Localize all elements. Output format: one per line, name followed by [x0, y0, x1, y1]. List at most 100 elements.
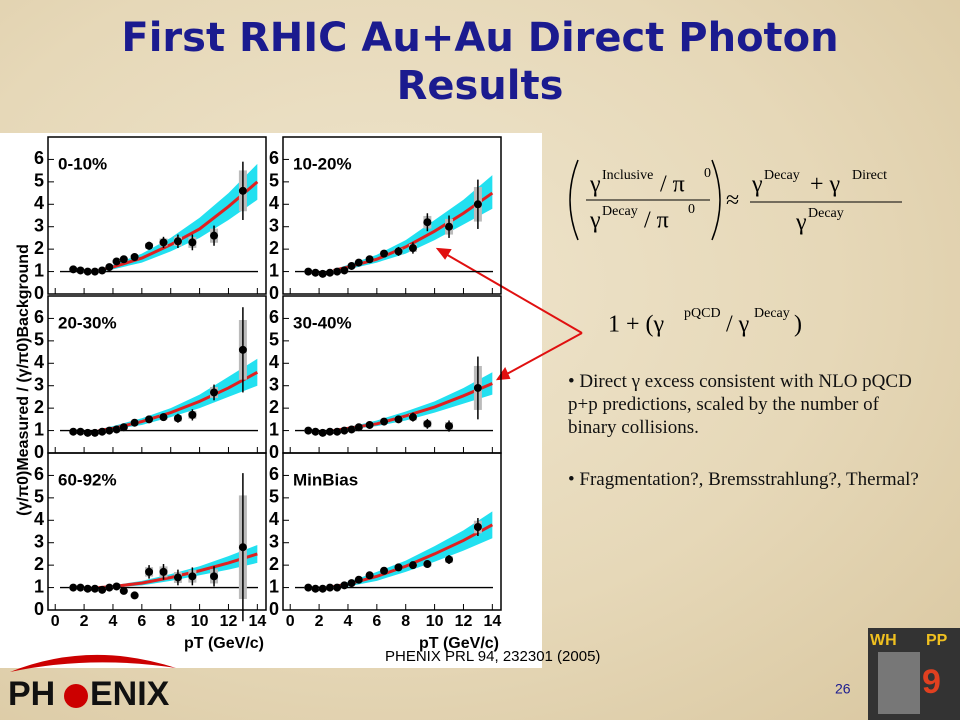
y-tick-label: 1 — [34, 419, 44, 439]
panel-label: MinBias — [293, 470, 358, 489]
y-tick-label: 5 — [34, 171, 44, 191]
panel-frame — [47, 452, 267, 611]
logo-emblem — [64, 684, 88, 708]
data-point — [76, 427, 85, 436]
x-axis-label: pT (GeV/c) — [419, 635, 499, 652]
data-point — [90, 267, 99, 276]
y-tick-label: 3 — [34, 215, 44, 235]
data-point — [473, 200, 482, 209]
data-point — [473, 523, 482, 532]
data-point — [98, 585, 107, 594]
data-point — [238, 186, 247, 195]
logo-left: PH ENIX — [8, 654, 176, 713]
y-tick-label: 2 — [34, 238, 44, 258]
y-tick-label: 5 — [269, 487, 279, 507]
y-tick-label: 0 — [269, 599, 279, 619]
x-tick-label: 12 — [455, 613, 473, 630]
data-point — [159, 567, 168, 576]
eq-symbol: γ — [795, 210, 807, 236]
x-tick-label: 14 — [248, 613, 266, 630]
data-point — [210, 388, 219, 397]
data-point — [445, 422, 454, 431]
eq-symbol: γ — [589, 208, 601, 234]
y-tick-label: 0 — [269, 283, 279, 303]
data-point — [173, 237, 182, 246]
x-tick-label: 4 — [344, 613, 353, 630]
panel-label: 30-40% — [293, 313, 352, 332]
panel: 0 12 345 6 0-10% — [34, 136, 267, 303]
theory-band — [333, 175, 493, 272]
eq-sup: Decay — [808, 206, 844, 221]
bracket — [711, 159, 721, 241]
data-point — [159, 413, 168, 422]
y-tick-label: 6 — [269, 148, 279, 168]
y-tick-label: 4 — [269, 509, 279, 529]
x-tick-label: 14 — [483, 613, 501, 630]
y-tick-label: 0 — [34, 599, 44, 619]
data-point — [130, 418, 139, 427]
x-tick-label: 10 — [191, 613, 209, 630]
x-tick-label: 6 — [372, 613, 381, 630]
data-point — [365, 420, 374, 429]
data-point — [325, 427, 334, 436]
data-point — [210, 231, 219, 240]
x-tick-label: 2 — [315, 613, 324, 630]
data-point — [173, 414, 182, 423]
data-point — [408, 413, 417, 422]
y-tick-label: 2 — [269, 554, 279, 574]
slide-title: First RHIC Au+Au Direct Photon Results — [121, 15, 839, 109]
theory-band — [98, 544, 258, 589]
y-tick-label: 6 — [34, 307, 44, 327]
x-tick-label: 8 — [401, 613, 410, 630]
x-tick-label: 0 — [286, 613, 295, 630]
x-tick-label: 8 — [166, 613, 175, 630]
eq-symbol: / γ — [726, 312, 750, 338]
panel: 0 12 345 6 10-20% — [269, 136, 502, 303]
x-tick-label: 10 — [426, 613, 444, 630]
logo-text: PH — [8, 675, 55, 713]
data-point — [380, 417, 389, 426]
equation-2: 1 + (γ pQCD / γ Decay ) — [608, 306, 802, 337]
data-point — [238, 543, 247, 552]
y-tick-label: 3 — [269, 215, 279, 235]
data-point — [112, 425, 121, 434]
y-tick-label: 4 — [34, 509, 44, 529]
y-tick-label: 2 — [34, 554, 44, 574]
data-point — [119, 255, 128, 264]
data-point — [318, 428, 327, 437]
data-point — [318, 269, 327, 278]
x-axis-label: pT (GeV/c) — [184, 635, 264, 652]
y-tick-label: 1 — [269, 419, 279, 439]
arrows — [435, 247, 583, 381]
eq-sup: 0 — [688, 202, 695, 217]
x-tick-label: 4 — [109, 613, 118, 630]
data-point — [304, 583, 313, 592]
arrow — [504, 332, 583, 376]
y-tick-label: 3 — [34, 374, 44, 394]
data-point — [408, 561, 417, 570]
page-number: 26 — [835, 681, 851, 697]
data-point — [69, 265, 78, 274]
y-tick-label: 1 — [34, 260, 44, 280]
data-point — [90, 428, 99, 437]
bracket — [569, 159, 579, 241]
logo-right: WH PP 9 — [868, 628, 960, 720]
data-point — [347, 261, 356, 270]
data-point — [423, 419, 432, 428]
y-axis-label: (γ/π0)Measured / (γ/π0)Background — [15, 244, 32, 516]
data-point — [380, 566, 389, 575]
panel-label: 20-30% — [58, 313, 117, 332]
data-point — [83, 267, 92, 276]
data-point — [83, 428, 92, 437]
data-point — [347, 425, 356, 434]
logo-text: PP — [926, 632, 948, 649]
y-tick-label: 3 — [34, 531, 44, 551]
panel-label: 0-10% — [58, 154, 107, 173]
eq-sup: Decay — [764, 168, 800, 183]
data-point — [340, 266, 349, 275]
data-point — [304, 267, 313, 276]
y-tick-label: 5 — [269, 171, 279, 191]
logo-photo — [878, 652, 920, 714]
data-point — [188, 572, 197, 581]
